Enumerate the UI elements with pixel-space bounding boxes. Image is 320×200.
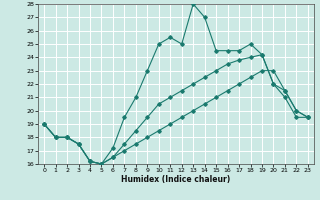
X-axis label: Humidex (Indice chaleur): Humidex (Indice chaleur) [121,175,231,184]
